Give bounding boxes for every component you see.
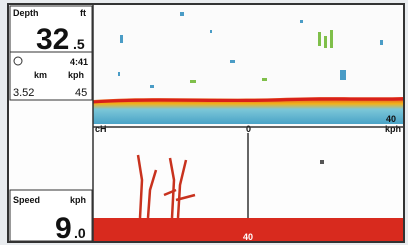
speed-label: Speed [13,195,40,205]
target [320,160,324,164]
depth-unit: ft [80,8,86,18]
speed-unit: kph [68,70,84,80]
speed-fraction: .0 [74,225,86,241]
depth-value: 32 [36,23,69,56]
sonar-center-label: 0 [246,124,251,134]
depth-box: Depth ft 32 .5 [10,6,92,56]
sonar-unit: kph [385,124,401,134]
side-bottom [248,218,403,241]
down-depth-label: 40 [243,232,253,242]
speed-value: 9 [55,212,72,245]
fishfinder-screen: 40 cH 0 kph 40 Depth ft 32 .5 4:41 km kp… [0,0,408,245]
sonar-left-label: cH [95,124,107,134]
depth-label: Depth [13,8,39,18]
down-bottom [93,218,248,241]
distance-unit: km [34,70,47,80]
distance: 3.52 [13,87,34,99]
info-speed: 45 [75,87,87,99]
sonar-history: 40 cH 0 kph [93,5,403,134]
info-box: 4:41 km kph 3.52 45 [10,52,92,100]
sonar-range: 40 [386,114,396,124]
speed-box: Speed kph 9 .0 [10,190,92,245]
speed-unit: kph [70,195,86,205]
depth-fraction: .5 [73,36,85,52]
time: 4:41 [70,57,88,67]
